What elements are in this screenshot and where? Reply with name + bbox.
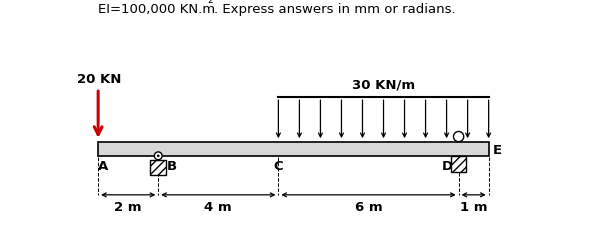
Circle shape [157,155,160,158]
Circle shape [154,152,162,160]
Text: 2 m: 2 m [114,200,142,213]
Text: 4 m: 4 m [205,200,232,213]
Text: 1 m: 1 m [460,200,487,213]
Bar [98,143,489,156]
Text: 2: 2 [207,0,212,5]
Text: E: E [493,143,502,156]
Circle shape [454,132,464,142]
Text: C: C [273,160,283,173]
Text: D: D [442,160,453,173]
Text: B: B [167,160,177,173]
Text: . Express answers in mm or radians.: . Express answers in mm or radians. [214,2,455,16]
Bar [151,160,166,176]
Text: A: A [98,160,109,173]
Text: 20 KN: 20 KN [77,73,122,86]
Text: 6 m: 6 m [355,200,382,213]
Text: 30 KN/m: 30 KN/m [352,78,415,91]
Bar [451,157,467,172]
Text: EI=100,000 KN.m: EI=100,000 KN.m [98,2,215,16]
